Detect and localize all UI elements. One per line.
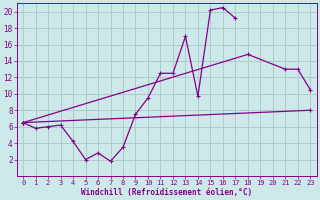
X-axis label: Windchill (Refroidissement éolien,°C): Windchill (Refroidissement éolien,°C) [81, 188, 252, 197]
